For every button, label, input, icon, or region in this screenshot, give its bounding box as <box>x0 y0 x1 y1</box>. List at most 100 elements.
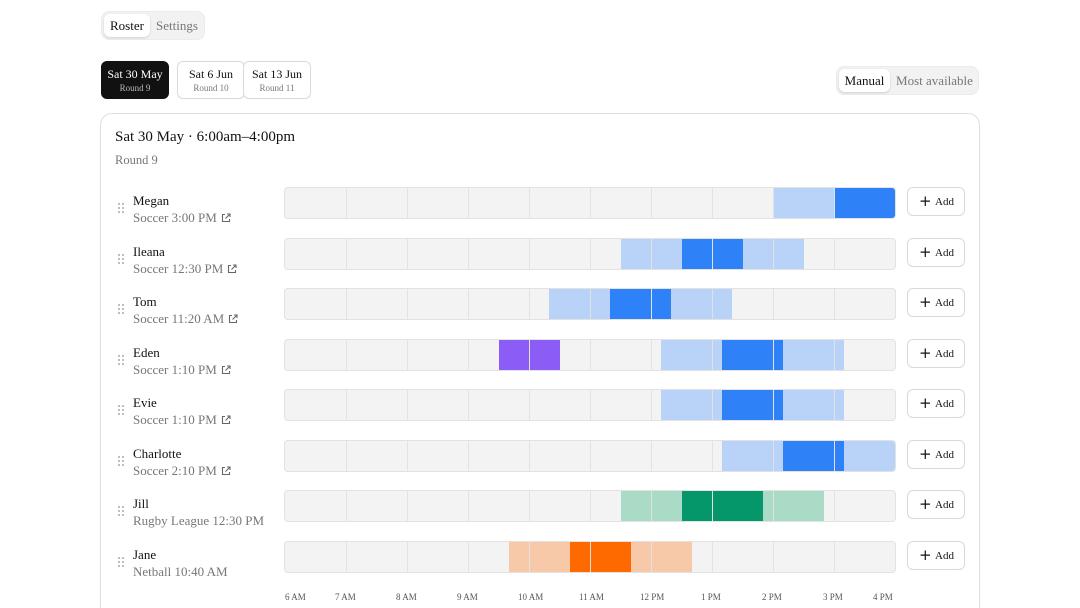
availability-segment <box>834 188 895 218</box>
tab-settings[interactable]: Settings <box>156 18 198 33</box>
add-button[interactable]: + Add <box>907 389 965 418</box>
availability-track[interactable] <box>284 490 896 522</box>
add-button[interactable]: + Add <box>907 490 965 519</box>
event-label: Soccer 2:10 PM <box>133 462 217 478</box>
drag-handle-icon[interactable] <box>118 304 126 318</box>
hour-gridline <box>468 390 469 420</box>
add-button[interactable]: + Add <box>907 288 965 317</box>
round-button-round-11[interactable]: Sat 13 Jun Round 11 <box>243 61 311 99</box>
roster-row: Charlotte Soccer 2:10 PM + Add <box>0 439 1080 496</box>
plus-icon: + <box>919 293 932 311</box>
hour-gridline <box>529 440 530 471</box>
round-button-round-10[interactable]: Sat 6 Jun Round 10 <box>177 61 245 99</box>
hour-gridline <box>346 390 347 420</box>
availability-track[interactable] <box>284 439 896 472</box>
person-event: Netball 10:40 AM <box>133 564 228 580</box>
plus-icon: + <box>919 545 932 564</box>
hour-gridline <box>773 188 774 218</box>
hour-gridline <box>468 238 469 269</box>
add-button[interactable]: + Add <box>907 237 965 267</box>
drag-handle-icon[interactable] <box>118 455 126 470</box>
external-link-icon[interactable] <box>228 312 238 328</box>
round-date: Sat 13 Jun <box>251 67 302 81</box>
hour-gridline <box>712 238 713 269</box>
tab-roster[interactable]: Roster <box>104 14 150 37</box>
external-link-icon[interactable] <box>221 464 231 480</box>
availability-track[interactable] <box>284 389 896 421</box>
hour-gridline <box>834 339 835 370</box>
person-name: Megan <box>133 193 170 208</box>
availability-segment <box>671 289 733 319</box>
hour-gridline <box>651 339 652 370</box>
hour-gridline <box>590 390 591 420</box>
external-link-icon[interactable] <box>227 262 237 278</box>
person-event: Soccer 2:10 PM <box>133 463 231 480</box>
add-button[interactable]: + Add <box>907 540 965 570</box>
person-event: Soccer 11:20 AM <box>133 311 238 328</box>
hour-gridline <box>651 289 652 319</box>
event-label: Soccer 12:30 PM <box>133 260 224 276</box>
drag-handle-icon[interactable] <box>118 253 126 268</box>
hour-gridline <box>773 390 774 420</box>
availability-track[interactable] <box>284 338 896 371</box>
hour-gridline <box>773 238 774 269</box>
availability-track[interactable] <box>284 187 896 219</box>
add-button[interactable]: + Add <box>907 187 965 216</box>
hour-gridline <box>529 339 530 370</box>
hour-gridline <box>529 541 530 572</box>
hour-gridline <box>346 188 347 218</box>
availability-track[interactable] <box>284 540 896 573</box>
person-event: Soccer 12:30 PM <box>133 261 237 278</box>
hour-gridline <box>773 339 774 370</box>
external-link-icon[interactable] <box>221 211 231 227</box>
hour-gridline <box>468 491 469 521</box>
availability-track[interactable] <box>284 288 896 320</box>
time-axis-label: 9 AM <box>457 592 478 602</box>
add-button[interactable]: + Add <box>907 439 965 469</box>
hour-gridline <box>468 541 469 572</box>
add-label: Add <box>935 499 954 511</box>
time-axis-label: 1 PM <box>701 592 721 602</box>
drag-handle-icon[interactable] <box>118 203 126 217</box>
drag-handle-icon[interactable] <box>118 405 126 419</box>
roster-row: Jill Rugby League 12:30 PM + Add <box>0 490 1080 546</box>
add-label: Add <box>935 246 954 259</box>
hour-gridline <box>529 188 530 218</box>
hour-gridline <box>346 238 347 269</box>
roster-row: Ileana Soccer 12:30 PM + Add <box>0 237 1080 294</box>
roster-row: Eden Soccer 1:10 PM + Add <box>0 338 1080 395</box>
external-link-icon[interactable] <box>221 413 231 429</box>
round-date: Sat 6 Jun <box>188 67 233 81</box>
mode-most-available-button[interactable]: Most available <box>896 73 973 88</box>
hour-gridline <box>773 541 774 572</box>
mode-manual-button[interactable]: Manual <box>839 69 890 92</box>
availability-track[interactable] <box>284 237 896 270</box>
hour-gridline <box>529 289 530 319</box>
person-event: Soccer 1:10 PM <box>133 412 231 429</box>
plus-icon: + <box>919 444 932 463</box>
round-date: Sat 30 May <box>107 67 163 81</box>
availability-segment <box>722 440 784 471</box>
hour-gridline <box>468 440 469 471</box>
event-label: Soccer 3:00 PM <box>133 210 217 225</box>
drag-handle-icon[interactable] <box>118 506 126 520</box>
hour-gridline <box>407 491 408 521</box>
hour-gridline <box>834 390 835 420</box>
drag-handle-icon[interactable] <box>118 556 126 571</box>
round-number: Round 9 <box>119 83 151 93</box>
time-axis-label: 8 AM <box>396 592 417 602</box>
hour-gridline <box>590 541 591 572</box>
time-axis-label: 4 PM <box>873 592 893 602</box>
external-link-icon[interactable] <box>221 363 231 379</box>
hour-gridline <box>651 390 652 420</box>
hour-gridline <box>407 188 408 218</box>
hour-gridline <box>712 440 713 471</box>
hour-gridline <box>712 390 713 420</box>
hour-gridline <box>346 440 347 471</box>
add-button[interactable]: + Add <box>907 338 965 368</box>
drag-handle-icon[interactable] <box>118 354 126 369</box>
plus-icon: + <box>919 394 932 412</box>
round-button-round-9[interactable]: Sat 30 May Round 9 <box>101 61 169 99</box>
hour-gridline <box>407 289 408 319</box>
availability-segment <box>783 339 845 370</box>
